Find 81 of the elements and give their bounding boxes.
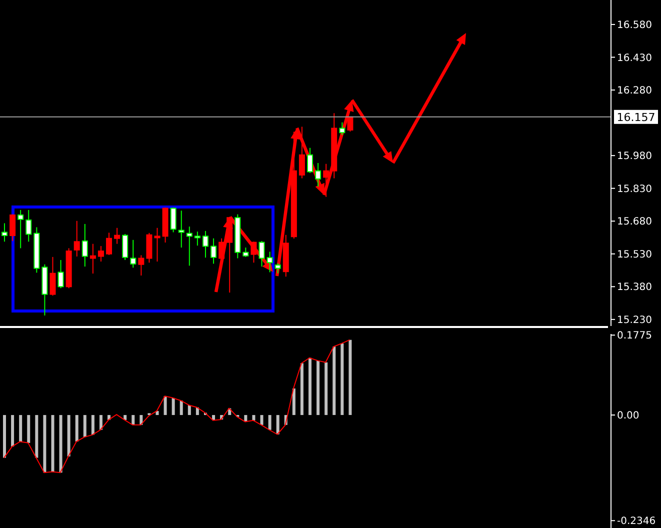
bar (252, 415, 256, 420)
bar (51, 415, 54, 472)
y-tick-label: 15.680 (617, 216, 652, 228)
candlestick (18, 209, 24, 249)
bar (91, 415, 94, 435)
candlestick (307, 147, 313, 174)
candlestick (98, 246, 104, 262)
bar (268, 415, 272, 430)
y-tick-label: -0.2346 (617, 516, 656, 528)
y-tick-label: 15.980 (617, 151, 652, 162)
y-tick-label: 16.280 (617, 86, 652, 97)
bar (308, 358, 312, 416)
bar (27, 415, 30, 443)
y-tick-label: 16.580 (617, 20, 652, 32)
candlestick (10, 214, 16, 242)
bar (19, 415, 22, 442)
candlestick (114, 227, 120, 244)
bar (188, 405, 191, 416)
bar (324, 362, 328, 416)
candlestick (146, 232, 152, 264)
bar (67, 415, 70, 456)
bar (180, 400, 183, 416)
bar (316, 360, 320, 416)
candlestick (274, 262, 281, 274)
bar (164, 396, 167, 416)
bar (124, 415, 127, 420)
y-tick-label: 15.380 (617, 282, 652, 294)
bar (132, 415, 135, 425)
candlestick (74, 220, 80, 258)
bar (292, 388, 296, 416)
bar (348, 340, 352, 416)
candlestick (202, 230, 208, 258)
bar (340, 343, 344, 416)
y-tick-label: 15.830 (617, 184, 652, 195)
candlestick (242, 247, 249, 258)
bar (156, 410, 159, 416)
y-tick-label: 15.530 (617, 249, 652, 260)
y-tick-label: 0.1775 (617, 330, 652, 342)
bar (300, 363, 304, 416)
line-series (4, 339, 350, 474)
bar (276, 415, 280, 434)
bar (3, 415, 6, 458)
bar (35, 415, 38, 458)
bar (59, 415, 62, 473)
candlestick (122, 234, 128, 261)
y-tick-label: 15.230 (617, 314, 652, 326)
candlestick (82, 223, 88, 268)
y-tick-label: 0.00 (617, 410, 640, 422)
candlestick (347, 116, 354, 132)
candlestick (154, 227, 160, 262)
bar (332, 346, 336, 416)
y-tick-label: 16.430 (617, 52, 652, 64)
candlestick (266, 251, 273, 273)
candlestick (194, 231, 200, 246)
candlestick (170, 207, 176, 233)
candlestick (339, 122, 346, 136)
bar (99, 415, 102, 430)
bar (11, 415, 14, 447)
candlestick (186, 226, 192, 266)
bar (260, 415, 264, 425)
candlestick (138, 254, 144, 276)
candlestick (218, 238, 225, 261)
candlestick (250, 241, 257, 264)
bar (172, 398, 175, 416)
candlestick (315, 162, 322, 188)
bar (83, 415, 86, 438)
candlestick (178, 210, 184, 248)
candlestick (58, 260, 64, 289)
candlestick (2, 222, 8, 242)
candlestick (258, 240, 265, 268)
candlestick (298, 126, 305, 179)
candlestick (26, 209, 32, 242)
ref-line-label: 16.157 (616, 110, 656, 124)
bar (43, 415, 46, 473)
bar (75, 415, 78, 442)
candlestick (323, 163, 330, 198)
candlestick (106, 232, 112, 256)
candlestick (210, 238, 217, 264)
candlestick (50, 256, 56, 296)
candlestick (90, 243, 96, 274)
candlestick (130, 239, 136, 268)
